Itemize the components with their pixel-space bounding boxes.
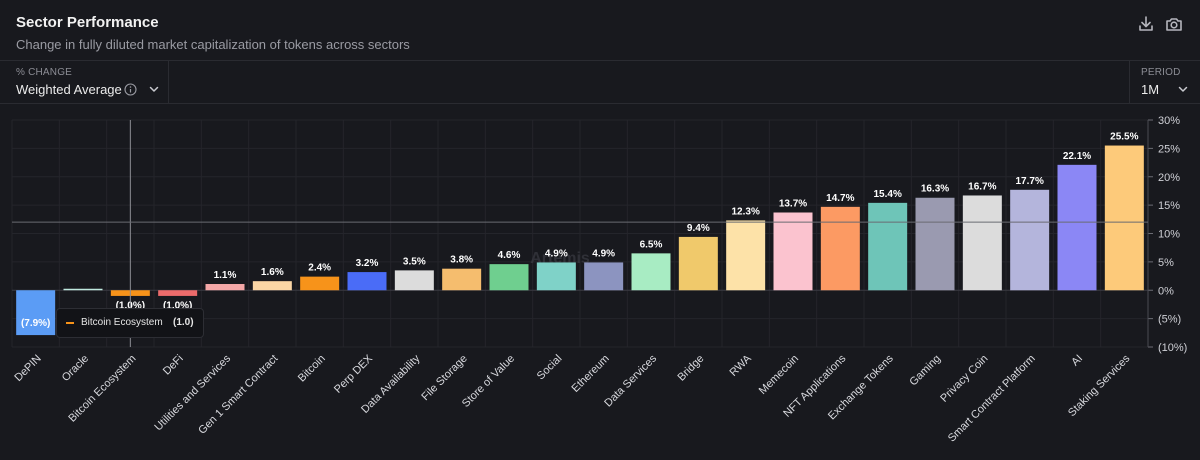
y-tick-label: 20%	[1158, 172, 1180, 184]
bar-exchange-tokens	[868, 202, 908, 291]
x-tick-label: Privacy Coin	[938, 353, 990, 405]
bar-value-label: (1.0%)	[163, 300, 192, 311]
change-value: Weighted Average	[16, 82, 122, 97]
y-tick-label: 10%	[1158, 229, 1180, 241]
period-selector[interactable]: PERIOD 1M	[1129, 61, 1200, 103]
tooltip-value: (1.0)	[173, 317, 194, 328]
x-tick-label: Ethereum	[570, 353, 612, 395]
x-tick-label: AI	[1069, 353, 1085, 369]
bar-rwa	[726, 220, 766, 291]
bar-value-label: 6.5%	[640, 239, 663, 250]
x-tick-label: Gen 1 Smart Contract	[196, 353, 280, 437]
bar-value-label: 2.4%	[308, 263, 331, 274]
y-tick-label: 0%	[1158, 285, 1174, 297]
bar-value-label: 3.8%	[450, 255, 473, 266]
bar-ai	[1057, 164, 1097, 291]
bar-ethereum	[584, 262, 624, 291]
x-tick-label: Bitcoin	[296, 353, 328, 385]
bar-staking-services	[1104, 145, 1144, 291]
bar-value-label: 4.9%	[592, 248, 615, 259]
bar-defi	[158, 290, 198, 296]
bar-value-label: 4.6%	[498, 250, 521, 261]
bar-value-label: 3.2%	[356, 258, 379, 269]
change-selector[interactable]: % CHANGE Weighted Average	[0, 61, 169, 103]
bar-value-label: 22.1%	[1063, 151, 1091, 162]
x-tick-label: Oracle	[60, 353, 91, 384]
bar-bitcoin	[300, 276, 340, 291]
bar-value-label: (7.9%)	[21, 318, 50, 329]
info-icon[interactable]	[124, 83, 137, 96]
y-tick-label: 5%	[1158, 257, 1174, 269]
bar-chart: 30%25%20%15%10%5%0%(5%)(10%)Artemis(7.9%…	[11, 115, 1187, 445]
tooltip-swatch	[66, 322, 74, 324]
y-tick-label: (10%)	[1158, 342, 1187, 354]
bar-gen-1-smart-contract	[252, 281, 292, 291]
camera-icon[interactable]	[1164, 14, 1184, 34]
x-tick-label: RWA	[728, 352, 755, 379]
bar-value-label: 16.3%	[921, 184, 949, 195]
x-tick-label: DePIN	[12, 353, 43, 384]
bar-value-label: 15.4%	[873, 189, 901, 200]
period-value: 1M	[1141, 82, 1160, 97]
period-label: PERIOD	[1141, 67, 1181, 78]
download-icon[interactable]	[1136, 14, 1156, 34]
bar-value-label: 17.7%	[1015, 176, 1043, 187]
change-label: % CHANGE	[16, 67, 73, 78]
bar-gaming	[915, 197, 955, 291]
y-tick-label: 25%	[1158, 143, 1180, 155]
y-tick-label: (5%)	[1158, 314, 1181, 326]
bar-oracle	[63, 288, 103, 291]
bar-store-of-value	[489, 264, 529, 291]
bar-depin	[16, 290, 56, 336]
period-chevron-down-icon[interactable]	[1177, 83, 1189, 95]
bar-value-label: 1.1%	[214, 270, 237, 281]
y-tick-label: 15%	[1158, 200, 1180, 212]
bar-social	[536, 262, 576, 291]
bar-value-label: 3.5%	[403, 256, 426, 267]
tooltip-name: Bitcoin Ecosystem	[81, 317, 163, 328]
bar-value-label: 9.4%	[687, 223, 710, 234]
bar-perp-dex	[347, 272, 387, 291]
chevron-down-icon[interactable]	[148, 83, 160, 95]
bar-data-availability	[394, 270, 434, 291]
bar-value-label: 1.6%	[261, 267, 284, 278]
bar-smart-contract-platform	[1010, 189, 1050, 291]
x-tick-label: Memecoin	[757, 353, 801, 397]
bar-value-label: 12.3%	[731, 206, 759, 217]
bar-memecoin	[773, 212, 813, 291]
controls-row: % CHANGE Weighted Average PERIOD 1M	[0, 60, 1200, 104]
bar-utilities-and-services	[205, 284, 245, 291]
chart-subtitle: Change in fully diluted market capitaliz…	[16, 37, 410, 52]
x-tick-label: Smart Contract Platform	[946, 353, 1038, 445]
bar-data-services	[631, 253, 671, 291]
bar-value-label: 25.5%	[1110, 132, 1138, 143]
bar-privacy-coin	[962, 195, 1002, 291]
bar-value-label: 16.7%	[968, 181, 996, 192]
bar-value-label: 14.7%	[826, 193, 854, 204]
bar-nft-applications	[820, 206, 860, 291]
x-tick-label: File Storage	[419, 353, 469, 403]
chart-tooltip: Bitcoin Ecosystem (1.0)	[56, 308, 204, 338]
bar-value-label: 4.9%	[545, 248, 568, 259]
x-tick-label: Social	[535, 353, 565, 383]
x-tick-label: Bridge	[675, 353, 706, 384]
x-tick-label: Perp DEX	[332, 352, 376, 396]
bar-file-storage	[442, 268, 482, 291]
bar-value-label: 13.7%	[779, 199, 807, 210]
chart-title: Sector Performance	[16, 14, 159, 31]
x-tick-label: Gaming	[907, 353, 943, 389]
bar-bridge	[678, 236, 718, 291]
x-tick-label: DeFi	[161, 353, 186, 378]
y-tick-label: 30%	[1158, 115, 1180, 127]
